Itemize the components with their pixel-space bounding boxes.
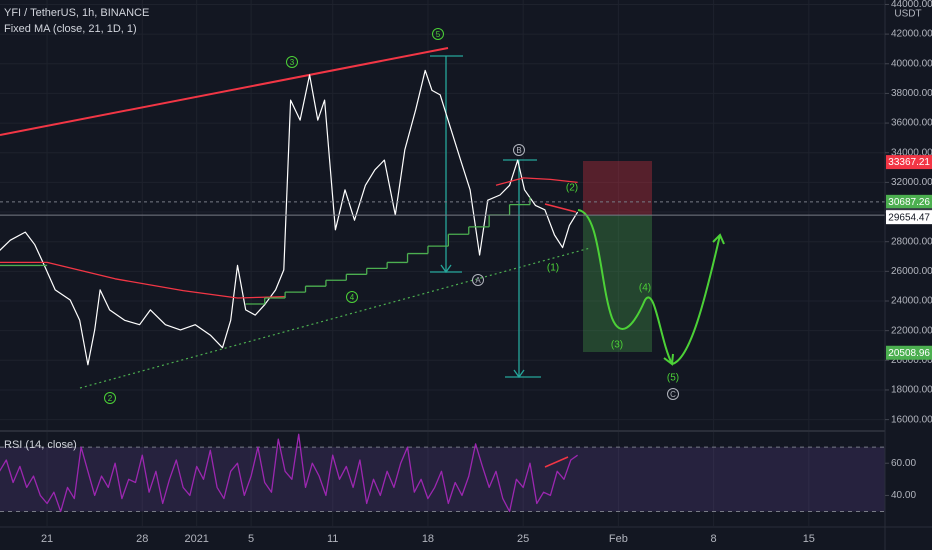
stop-zone bbox=[583, 161, 652, 215]
measure-1 bbox=[430, 55, 463, 274]
series-line bbox=[0, 433, 578, 513]
y-tick-label: 24000.00 bbox=[891, 296, 932, 307]
wave-circle bbox=[286, 56, 298, 68]
wave-label: C bbox=[670, 390, 676, 399]
resistance-line bbox=[0, 47, 449, 136]
x-tick-label: 28 bbox=[136, 533, 148, 545]
wave-label: (4) bbox=[639, 283, 651, 294]
price-label: 30687.26 bbox=[888, 197, 930, 208]
wave-label: (1) bbox=[547, 263, 559, 274]
wave-label: B bbox=[516, 146, 521, 155]
y-tick-label: 22000.00 bbox=[891, 325, 932, 336]
x-tick-label: 15 bbox=[803, 533, 815, 545]
chart-title: YFI / TetherUS, 1h, BINANCE bbox=[4, 7, 149, 19]
grid bbox=[0, 0, 885, 526]
price-label-box bbox=[886, 155, 932, 170]
wave-circle bbox=[346, 291, 358, 303]
y-tick-label: 26000.00 bbox=[891, 266, 932, 277]
wave-label: (3) bbox=[611, 340, 623, 351]
support-line bbox=[79, 247, 591, 389]
wave-label: 3 bbox=[290, 58, 295, 67]
measure-2 bbox=[503, 159, 541, 379]
projection-arrow bbox=[663, 353, 674, 366]
x-tick-label: 5 bbox=[248, 533, 254, 545]
rsi-band bbox=[0, 447, 885, 512]
y-tick-label: 38000.00 bbox=[891, 88, 932, 99]
wave-circle bbox=[472, 274, 484, 286]
wave-circle bbox=[432, 28, 444, 40]
y-tick-label: 32000.00 bbox=[891, 177, 932, 188]
wave-circle bbox=[667, 388, 679, 400]
projection bbox=[577, 209, 725, 365]
target-zone bbox=[583, 215, 652, 352]
y-tick-label: 44000.00 bbox=[891, 0, 932, 10]
y-tick-label: 34000.00 bbox=[891, 147, 932, 158]
y-tick-label: 36000.00 bbox=[891, 118, 932, 129]
y-tick-label: 60.00 bbox=[891, 458, 916, 469]
y-tick-label: 28000.00 bbox=[891, 236, 932, 247]
y-tick-label: 40000.00 bbox=[891, 58, 932, 69]
price-label-box bbox=[886, 194, 932, 209]
price-label-box bbox=[886, 345, 932, 360]
divergence-price bbox=[544, 203, 577, 213]
y-axis-label: USDT bbox=[894, 9, 921, 20]
wave-labels: 5 3 4 2 B A (1) (2) (3) (4) (5) C bbox=[104, 28, 679, 404]
price-label: 20508.96 bbox=[888, 348, 930, 359]
y-tick-label: 18000.00 bbox=[891, 385, 932, 396]
x-tick-label: 25 bbox=[517, 533, 529, 545]
wave-label: (2) bbox=[566, 183, 578, 194]
y-tick-label: 20000.00 bbox=[891, 355, 932, 366]
x-tick-label: 21 bbox=[41, 533, 53, 545]
y-tick-label: 42000.00 bbox=[891, 29, 932, 40]
price-label: 33367.21 bbox=[888, 157, 930, 168]
x-tick-label: 8 bbox=[711, 533, 717, 545]
legend-ma: Fixed MA (close, 21, 1D, 1) bbox=[4, 23, 137, 35]
price-label: 29654.47 bbox=[888, 212, 930, 223]
y-tick-label: 16000.00 bbox=[891, 414, 932, 425]
wave-circle bbox=[104, 392, 116, 404]
series-line bbox=[0, 177, 578, 299]
price-label-box bbox=[886, 210, 932, 225]
series-line bbox=[0, 69, 579, 366]
wave-label: (5) bbox=[667, 373, 679, 384]
x-tick-label: 2021 bbox=[184, 533, 208, 545]
wave-label: 2 bbox=[108, 394, 113, 403]
x-tick-label: 11 bbox=[327, 533, 338, 545]
wave-circle bbox=[513, 144, 525, 156]
wave-label: 4 bbox=[350, 293, 355, 302]
plot bbox=[0, 69, 885, 513]
divergence-rsi bbox=[544, 456, 569, 468]
y-tick-label: 40.00 bbox=[891, 490, 916, 501]
wave-label: 5 bbox=[436, 30, 441, 39]
rsi-title: RSI (14, close) bbox=[4, 439, 77, 451]
x-tick-label: 18 bbox=[422, 533, 434, 545]
x-tick-label: Feb bbox=[609, 533, 628, 545]
wave-label: A bbox=[475, 276, 481, 285]
